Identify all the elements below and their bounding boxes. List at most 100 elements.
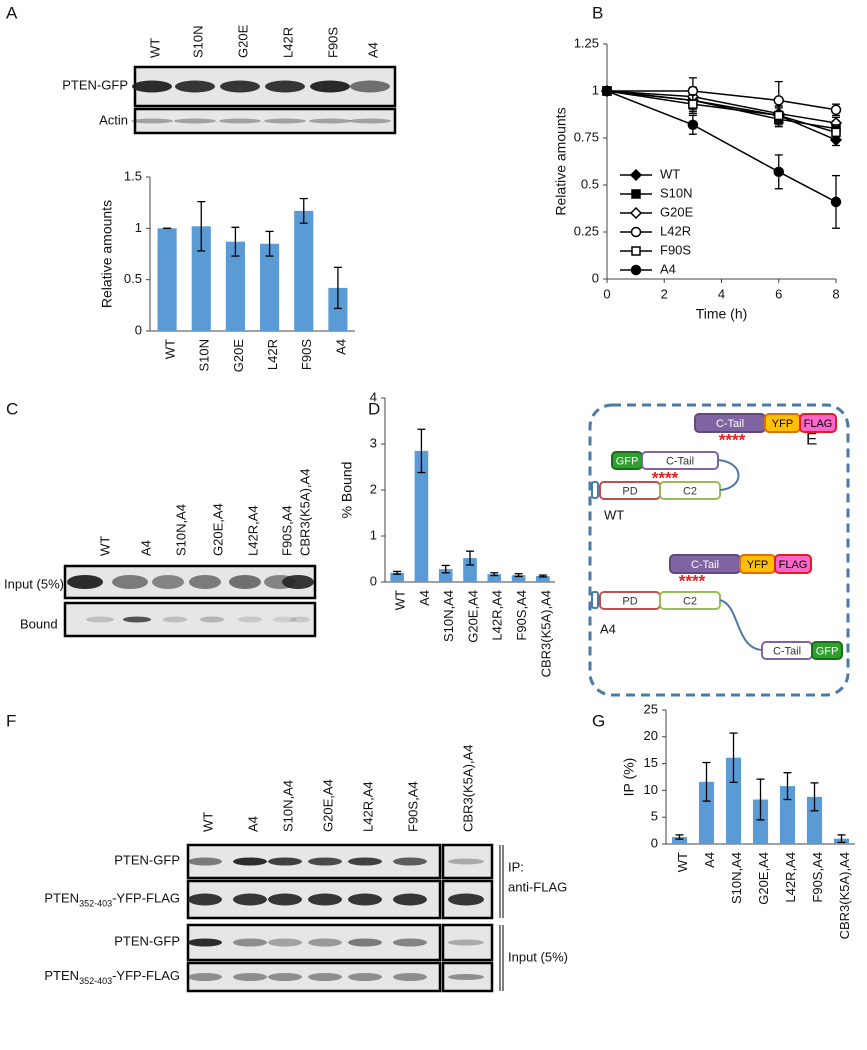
bar (725, 757, 742, 844)
lane-label: CBR3(K5A),A4 (460, 745, 475, 832)
blot-band (132, 80, 172, 93)
panel-letter: F (6, 711, 16, 730)
blot-band (131, 118, 173, 124)
blot-band (448, 974, 484, 980)
blot-band (152, 575, 184, 589)
stars: **** (679, 571, 706, 590)
blot-band (348, 938, 382, 947)
blot-band (348, 893, 382, 906)
x-tick-label: 0 (603, 286, 610, 301)
lane-label: G20E,A4 (320, 779, 335, 832)
x-tick-label: S10N,A4 (729, 852, 744, 904)
row-label-part: PTEN (44, 968, 79, 983)
row-label-part: -YFP-FLAG (112, 891, 180, 906)
y-tick-label: 0.25 (574, 223, 599, 238)
marker (831, 127, 841, 138)
legend-label: F90S (660, 242, 691, 257)
lane-label: G20E,A4 (210, 503, 225, 556)
y-axis-label: Relative amounts (99, 200, 115, 308)
lane-label: F90S,A4 (279, 505, 294, 556)
bar (463, 558, 477, 582)
marker (774, 110, 784, 121)
legend-marker (629, 206, 643, 220)
x-tick-label: F90S,A4 (514, 590, 529, 641)
y-tick-label: 2 (370, 481, 377, 496)
blot-band (448, 858, 484, 865)
row-label-part: 352-403 (79, 899, 112, 909)
group-label: IP: (508, 859, 524, 874)
y-tick-label: 0.75 (574, 129, 599, 144)
y-axis-label: % Bound (339, 462, 355, 519)
x-tick-label: 8 (832, 286, 839, 301)
x-tick-label: F90S (299, 339, 314, 370)
blot-band (265, 80, 305, 93)
blot-band (348, 973, 382, 981)
bar (414, 450, 429, 582)
x-tick-label: 6 (775, 286, 782, 301)
blot-band (308, 973, 342, 981)
y-tick-label: 0 (370, 573, 377, 588)
blot-band (448, 893, 484, 906)
blot-row (441, 843, 494, 880)
lane-label: F90S,A4 (405, 781, 420, 832)
c-tail-label: C-Tail (716, 418, 744, 430)
bar (487, 574, 502, 582)
row-label: Bound (20, 616, 58, 631)
panel-letter: C (6, 399, 18, 418)
row-label-part: -YFP-FLAG (112, 968, 180, 983)
x-tick-label: WT (675, 852, 690, 872)
bar (328, 287, 348, 331)
y-axis-label: Relative amounts (553, 107, 569, 215)
c2-label: C2 (683, 485, 697, 497)
bar (698, 781, 715, 844)
x-tick-label: G20E,A4 (756, 852, 771, 905)
construct-label: A4 (600, 621, 616, 636)
lane-label: A4 (365, 42, 380, 58)
blot-band (219, 118, 261, 124)
blot-band (123, 616, 151, 623)
blot-band (163, 616, 187, 623)
bar (260, 243, 280, 331)
blot-band (188, 973, 222, 981)
x-tick-label: 4 (718, 286, 725, 301)
legend-marker (631, 246, 641, 256)
blot-band (233, 938, 267, 947)
row-label: PTEN-GFP (114, 934, 180, 949)
bar (294, 210, 314, 331)
blot-band (233, 973, 267, 981)
y-tick-label: 15 (644, 755, 658, 770)
y-axis-label: IP (%) (621, 758, 637, 797)
marker (830, 104, 842, 116)
legend-label: G20E (660, 204, 694, 219)
y-tick-label: 0 (592, 270, 599, 285)
lane-label: WT (147, 38, 162, 58)
row-label-part: PTEN (44, 891, 79, 906)
lane-label: A4 (245, 816, 260, 832)
y-tick-label: 0 (651, 835, 658, 850)
blot-band (188, 938, 222, 947)
x-tick-label: S10N,A4 (441, 590, 456, 642)
lane-label: WT (200, 812, 215, 832)
legend-marker (630, 226, 642, 238)
y-tick-label: 1.5 (124, 168, 142, 183)
membrane-anchor (591, 481, 599, 499)
flag-label: FLAG (779, 559, 808, 571)
blot-row (133, 107, 397, 135)
blot-band (348, 857, 382, 866)
gfp-label: GFP (616, 455, 639, 467)
series-line (606, 90, 837, 141)
series-line (607, 90, 837, 111)
row-label: Input (5%) (4, 576, 64, 591)
blot-band (67, 575, 103, 589)
y-tick-label: 1.25 (574, 35, 599, 50)
row-label-part: PTEN-GFP (114, 934, 180, 949)
blot-row (441, 961, 494, 993)
blot-band (393, 893, 427, 906)
blot-band (188, 857, 222, 866)
x-tick-label: CBR3(K5A),A4 (538, 590, 553, 677)
blot-band (349, 118, 391, 124)
group-label: anti-FLAG (508, 879, 567, 894)
y-tick-label: 1 (370, 527, 377, 542)
bar (536, 576, 550, 582)
y-tick-label: 0 (135, 322, 142, 337)
